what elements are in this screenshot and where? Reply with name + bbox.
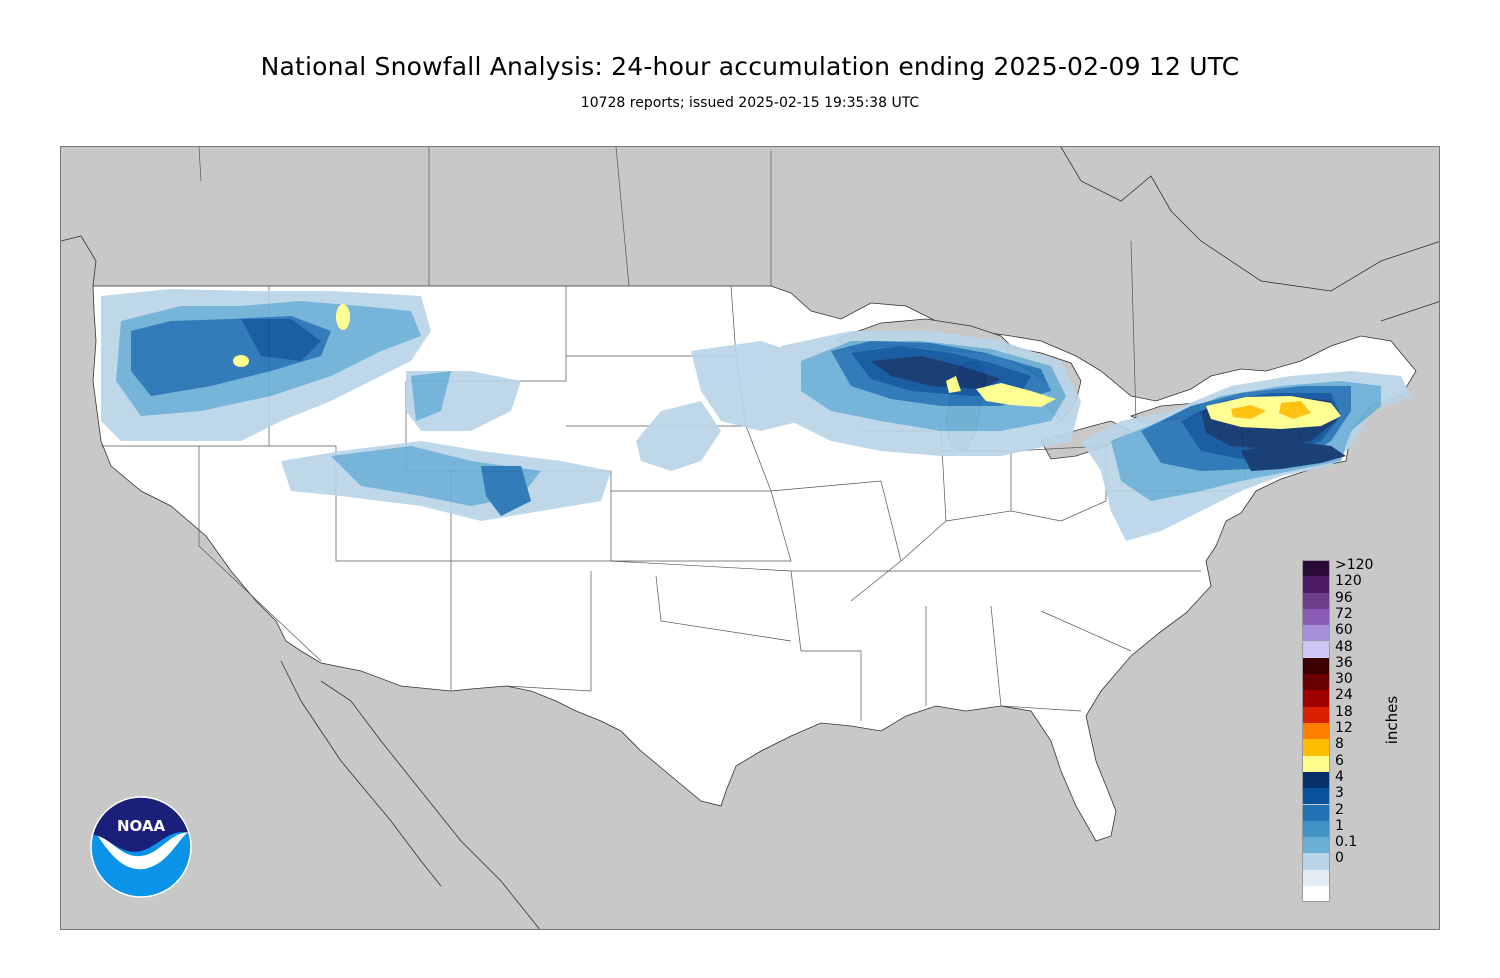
legend-swatch — [1302, 674, 1330, 691]
legend-swatch — [1302, 641, 1330, 658]
chart-subtitle: 10728 reports; issued 2025-02-15 19:35:3… — [580, 95, 920, 111]
legend-swatch — [1302, 592, 1330, 609]
legend-label: >120 — [1335, 557, 1374, 573]
legend-swatch — [1302, 837, 1330, 854]
legend-swatch — [1302, 755, 1330, 772]
legend-swatch — [1302, 723, 1330, 740]
legend-swatch — [1302, 739, 1330, 756]
legend-label: 0 — [1335, 850, 1344, 867]
coastlines — [61, 147, 1439, 929]
legend-unit-text: inches — [1383, 695, 1401, 745]
noaa-logo-text: NOAA — [117, 817, 166, 835]
legend-swatch — [1302, 804, 1330, 821]
legend-label: 4 — [1335, 768, 1344, 785]
legend-label: 48 — [1335, 638, 1353, 655]
legend-swatch — [1302, 706, 1330, 723]
snowfall-shading — [101, 289, 1411, 541]
legend-label: 3 — [1335, 785, 1344, 802]
noaa-logo: NOAA — [90, 796, 192, 898]
legend-label: 6 — [1335, 752, 1344, 769]
chart-title: National Snowfall Analysis: 24-hour accu… — [260, 52, 1240, 81]
legend-swatch — [1302, 788, 1330, 805]
legend-swatch — [1302, 657, 1330, 675]
legend-label: 8 — [1335, 736, 1344, 753]
legend-label: 18 — [1335, 703, 1353, 720]
legend-unit-label: inches — [1372, 690, 1412, 750]
legend-label: 36 — [1335, 654, 1353, 671]
legend-swatch — [1302, 869, 1330, 886]
legend-swatch — [1302, 560, 1330, 577]
legend-label: 2 — [1335, 801, 1344, 818]
legend-swatch — [1302, 576, 1330, 593]
legend-label: 12 — [1335, 720, 1353, 736]
legend-label: 1 — [1335, 817, 1344, 834]
legend-label: 120 — [1335, 573, 1362, 590]
legend-label: 24 — [1335, 687, 1353, 704]
legend-label: 72 — [1335, 605, 1353, 622]
color-legend: >120 120 96 72 60 48 36 30 24 18 12 8 6 4 3 2 1 0.1 0 — [1302, 557, 1422, 903]
legend-swatch — [1302, 771, 1330, 789]
legend-swatch — [1302, 608, 1330, 626]
legend-swatch — [1302, 625, 1330, 642]
legend-swatch — [1302, 853, 1330, 870]
legend-label: 30 — [1335, 671, 1353, 688]
snowfall-map — [60, 146, 1440, 930]
legend-label: 60 — [1335, 622, 1353, 639]
legend-label: 96 — [1335, 589, 1353, 606]
legend-label: 0.1 — [1335, 834, 1358, 851]
legend-swatch — [1302, 820, 1330, 838]
legend-swatch — [1302, 690, 1330, 707]
legend-swatch — [1302, 886, 1330, 903]
